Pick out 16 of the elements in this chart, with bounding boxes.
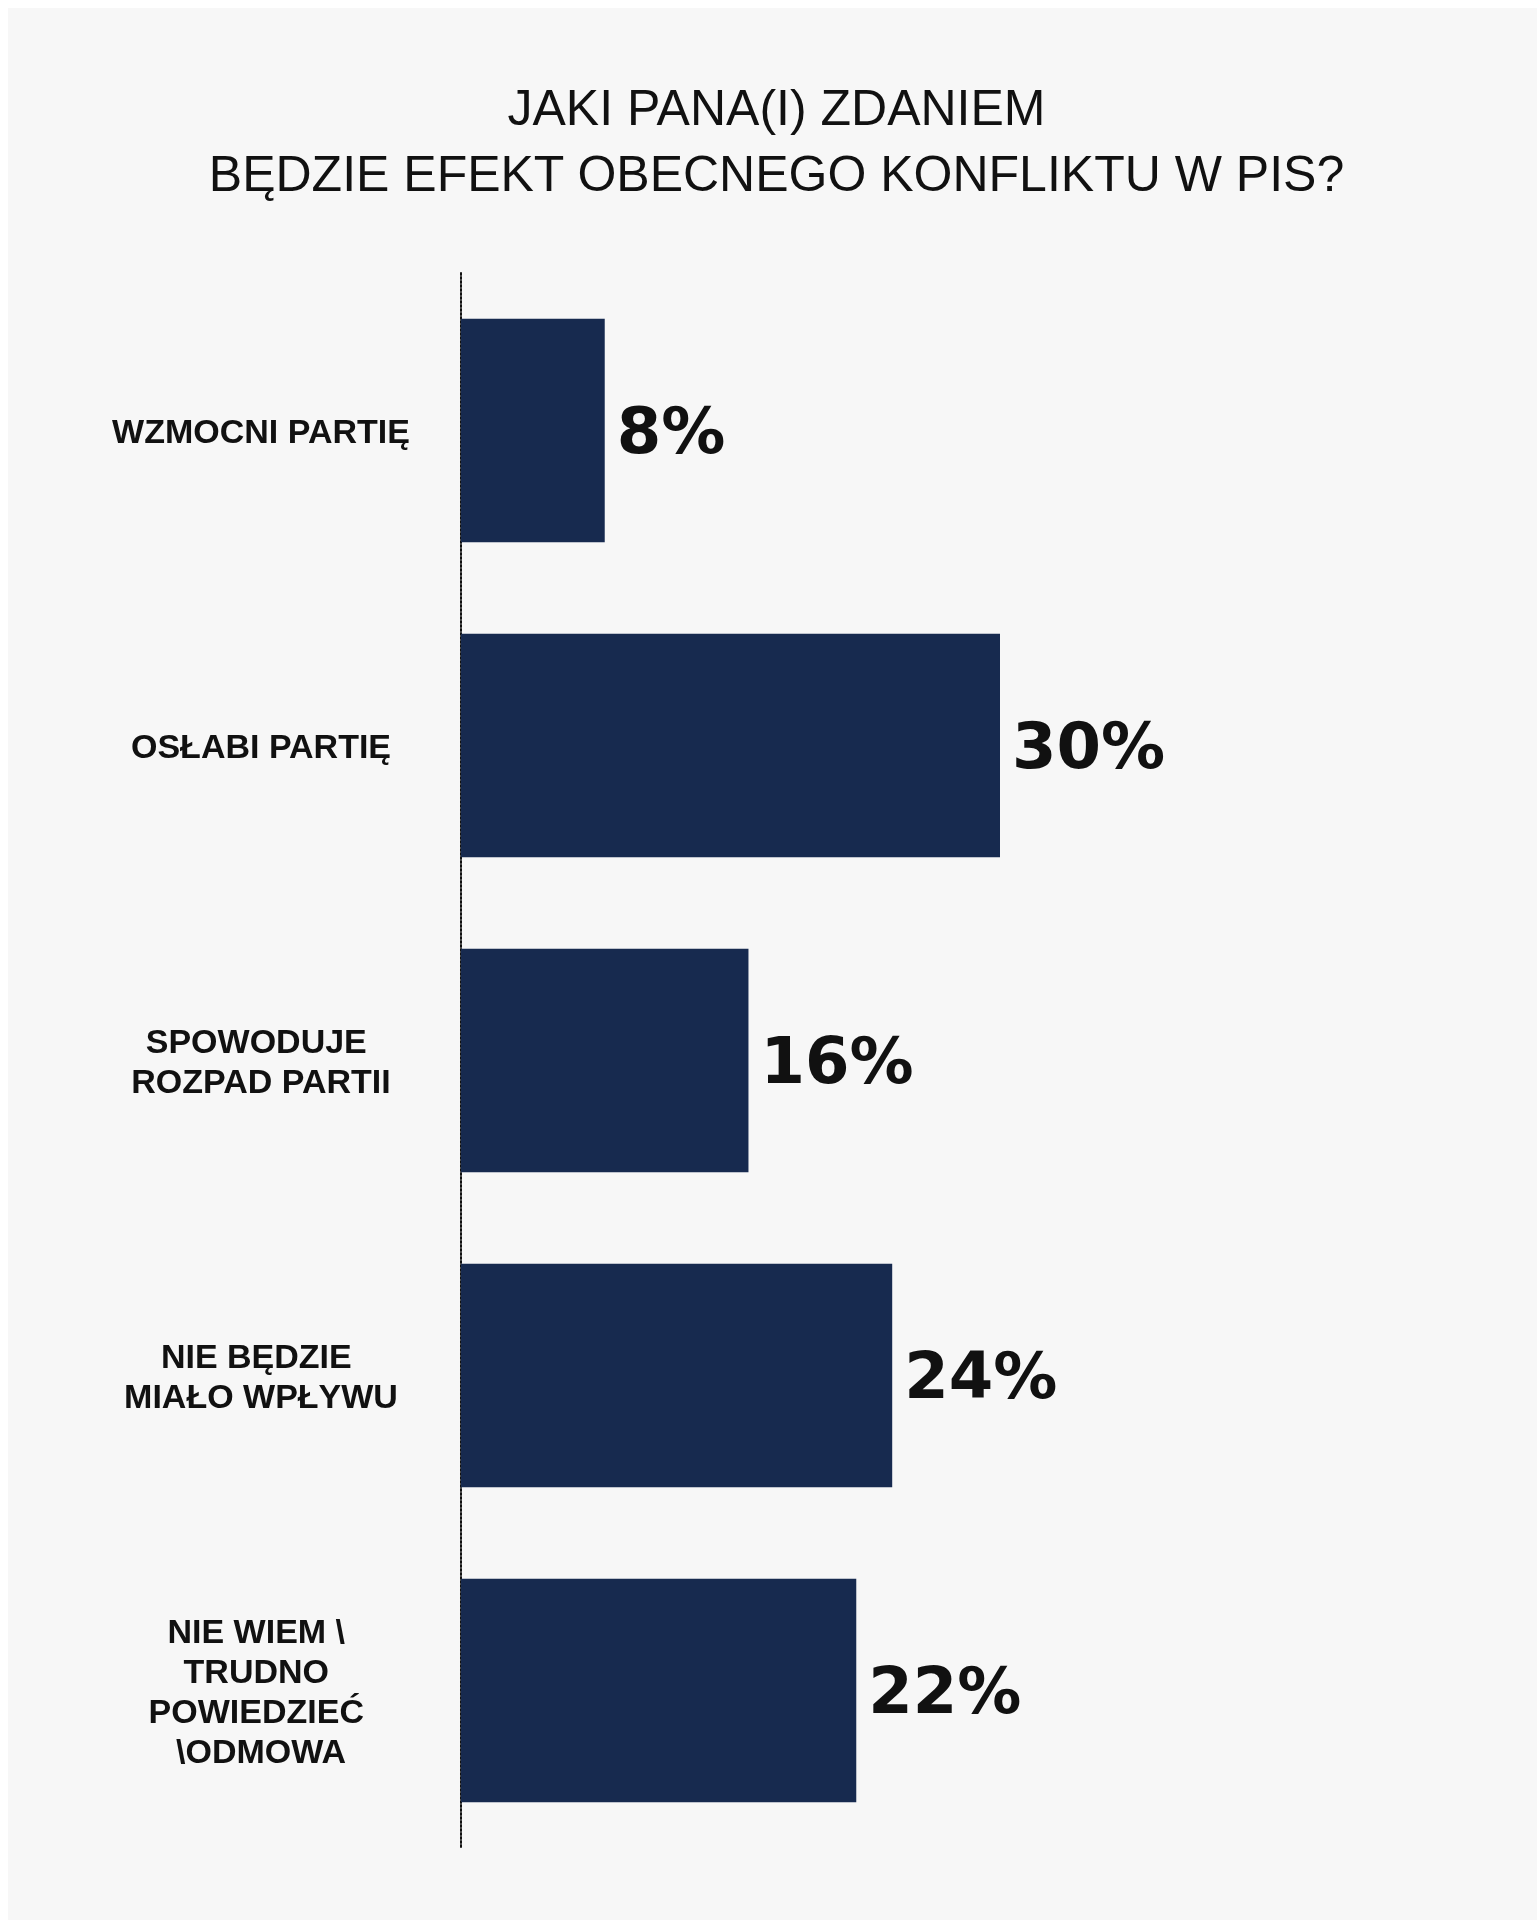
data-label: 24% (904, 1338, 1058, 1413)
bar (461, 948, 749, 1173)
chart-title: JAKI PANA(I) ZDANIEM BĘDZIE EFEKT OBECNEGO KONFLIKTU W PIS? (208, 80, 1345, 202)
bar (461, 1263, 893, 1488)
data-label: 8% (616, 393, 726, 468)
y-tick-label: NIE WIEM \ TRUDNO POWIEDZIEĆ \ODMOWA (148, 1611, 374, 1770)
y-tick-label: OSŁABI PARTIĘ (130, 726, 392, 765)
y-tick-label: WZMOCNI PARTIĘ (112, 411, 410, 450)
bar (461, 633, 1000, 858)
bar (461, 1578, 857, 1803)
y-tick-label: NIE BĘDZIE MIAŁO WPŁYWU (124, 1336, 398, 1415)
bar (461, 318, 605, 543)
data-label: 30% (1012, 708, 1166, 783)
data-label: 22% (868, 1653, 1022, 1728)
y-tick-label: SPOWODUJE ROZPAD PARTII (131, 1021, 391, 1100)
data-label: 16% (760, 1023, 914, 1098)
